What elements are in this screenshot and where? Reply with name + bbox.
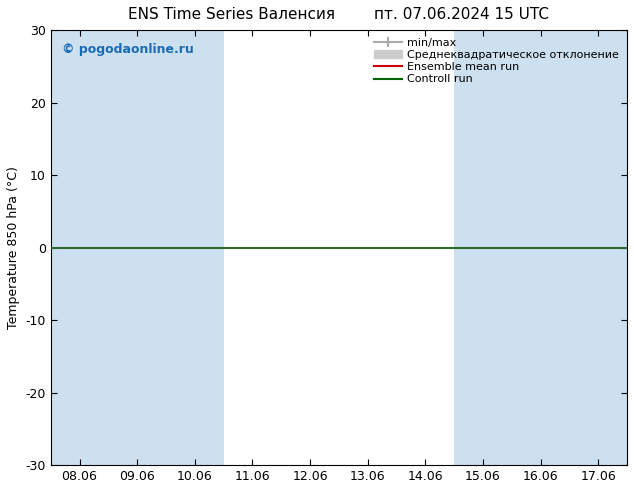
Bar bbox=[166, 30, 224, 465]
Text: © pogodaonline.ru: © pogodaonline.ru bbox=[62, 43, 194, 56]
Bar bbox=[454, 30, 512, 465]
Y-axis label: Temperature 850 hPa (°C): Temperature 850 hPa (°C) bbox=[7, 166, 20, 329]
Title: ENS Time Series Валенсия        пт. 07.06.2024 15 UTC: ENS Time Series Валенсия пт. 07.06.2024 … bbox=[129, 7, 550, 22]
Bar bbox=[108, 30, 166, 465]
Bar bbox=[512, 30, 569, 465]
Bar bbox=[51, 30, 108, 465]
Legend: min/max, Среднеквадратическое отклонение, Ensemble mean run, Controll run: min/max, Среднеквадратическое отклонение… bbox=[372, 36, 621, 87]
Bar bbox=[569, 30, 627, 465]
